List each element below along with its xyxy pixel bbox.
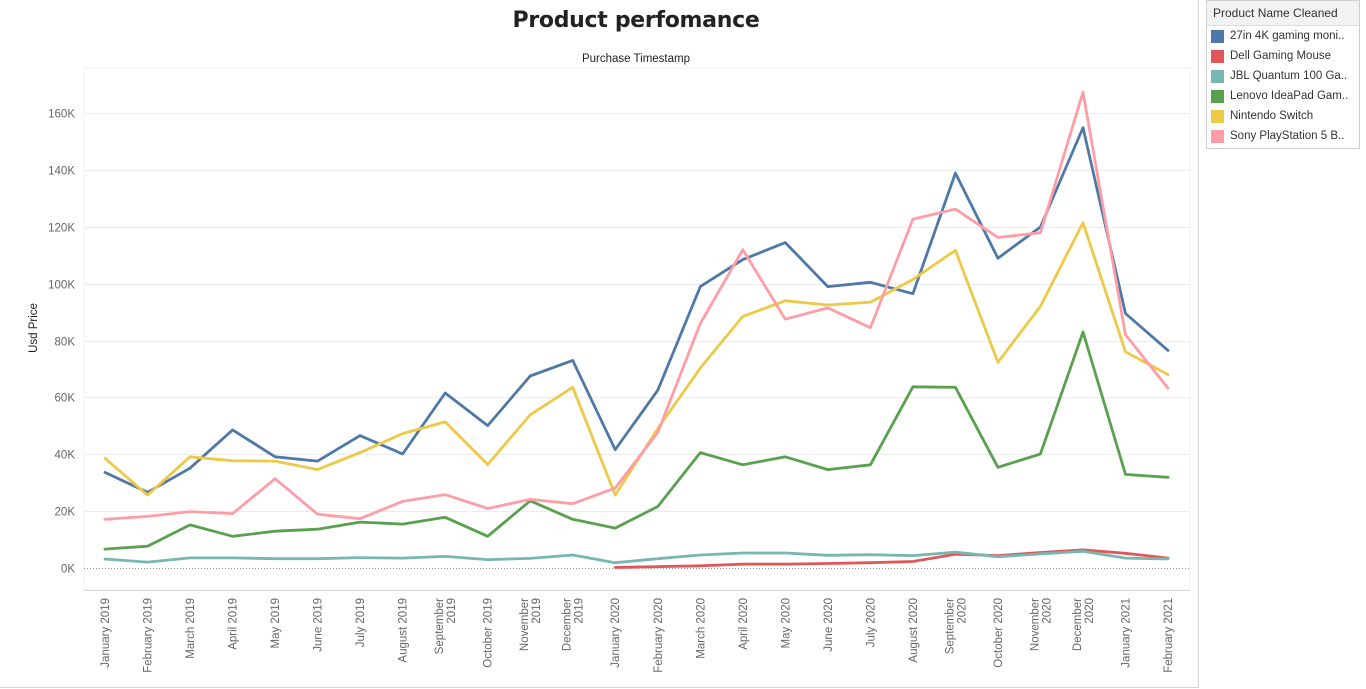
series-line bbox=[103, 330, 1170, 551]
x-tick-text: April 2019 bbox=[228, 598, 240, 650]
x-tick-text: January 2019 bbox=[100, 598, 112, 668]
x-tick-text: January 2021 bbox=[1120, 598, 1132, 668]
x-tick-label: January 2020 bbox=[610, 598, 622, 668]
x-tick-label: October 2020 bbox=[993, 598, 1005, 668]
x-tick-text: 2019 bbox=[531, 598, 543, 624]
x-tick-text: 2019 bbox=[446, 598, 458, 624]
x-tick-text: June 2019 bbox=[313, 598, 325, 652]
x-tick-label: December 2020 bbox=[1072, 598, 1096, 651]
x-tick-text: March 2020 bbox=[695, 598, 707, 659]
legend-item[interactable]: Nintendo Switch bbox=[1207, 106, 1359, 126]
x-tick-label: July 2019 bbox=[355, 598, 367, 647]
legend-item[interactable]: Lenovo IdeaPad Gam.. bbox=[1207, 86, 1359, 106]
series-line bbox=[103, 126, 1170, 494]
x-tick-label: August 2019 bbox=[398, 598, 410, 663]
legend-swatch bbox=[1211, 29, 1224, 43]
x-tick-label: February 2020 bbox=[653, 598, 665, 673]
x-tick-text: 2019 bbox=[574, 598, 586, 624]
plot-area bbox=[83, 67, 1191, 591]
y-tick-label: 0K bbox=[61, 564, 75, 576]
x-axis-label: Purchase Timestamp bbox=[582, 53, 690, 65]
x-tick-text: April 2020 bbox=[738, 598, 750, 650]
x-tick-label: December 2019 bbox=[562, 598, 586, 651]
x-tick-label: June 2020 bbox=[823, 598, 835, 652]
legend-swatch bbox=[1211, 129, 1224, 143]
x-tick-text: 2020 bbox=[1041, 598, 1053, 624]
x-tick-text: November bbox=[519, 598, 531, 651]
legend-label: Dell Gaming Mouse bbox=[1230, 50, 1331, 62]
chart-title: Product perfomance bbox=[512, 8, 760, 33]
x-tick-label: January 2021 bbox=[1120, 598, 1132, 668]
x-tick-text: May 2019 bbox=[270, 598, 282, 649]
x-tick-text: July 2019 bbox=[355, 598, 367, 647]
legend-label: Sony PlayStation 5 B.. bbox=[1230, 130, 1345, 142]
x-tick-label: October 2019 bbox=[483, 598, 495, 668]
x-tick-text: February 2019 bbox=[143, 598, 155, 673]
legend-label: Lenovo IdeaPad Gam.. bbox=[1230, 90, 1349, 102]
x-tick-label: February 2021 bbox=[1163, 598, 1175, 673]
legend-label: Nintendo Switch bbox=[1230, 110, 1314, 122]
x-tick-text: May 2020 bbox=[780, 598, 792, 649]
legend-swatch bbox=[1211, 49, 1224, 63]
legend-label: 27in 4K gaming moni.. bbox=[1230, 30, 1345, 42]
x-tick-label: April 2019 bbox=[228, 598, 240, 650]
legend: Product Name Cleaned 27in 4K gaming moni… bbox=[1206, 0, 1360, 149]
legend-label: JBL Quantum 100 Ga.. bbox=[1230, 70, 1348, 82]
x-tick-text: February 2021 bbox=[1163, 598, 1175, 673]
x-tick-label: November 2020 bbox=[1029, 598, 1053, 651]
y-tick-label: 160K bbox=[48, 109, 75, 121]
x-tick-label: May 2020 bbox=[780, 598, 792, 649]
y-tick-label: 60K bbox=[55, 393, 76, 405]
x-tick-text: February 2020 bbox=[653, 598, 665, 673]
x-tick-label: September 2019 bbox=[434, 598, 458, 654]
y-axis-label: Usd Price bbox=[28, 303, 40, 353]
x-tick-text: September bbox=[434, 598, 446, 654]
legend-title: Product Name Cleaned bbox=[1207, 1, 1359, 26]
legend-swatch bbox=[1211, 89, 1224, 103]
legend-item[interactable]: JBL Quantum 100 Ga.. bbox=[1207, 66, 1359, 86]
x-tick-text: March 2019 bbox=[185, 598, 197, 659]
x-tick-text: January 2020 bbox=[610, 598, 622, 668]
x-tick-text: September bbox=[944, 598, 956, 654]
x-tick-text: July 2020 bbox=[865, 598, 877, 647]
y-tick-label: 100K bbox=[48, 280, 75, 292]
x-tick-text: June 2020 bbox=[823, 598, 835, 652]
viz-frame bbox=[0, 0, 1199, 688]
x-tick-text: October 2020 bbox=[993, 598, 1005, 668]
x-tick-text: October 2019 bbox=[483, 598, 495, 668]
x-tick-label: January 2019 bbox=[100, 598, 112, 668]
legend-item[interactable]: 27in 4K gaming moni.. bbox=[1207, 26, 1359, 46]
legend-item[interactable]: Dell Gaming Mouse bbox=[1207, 46, 1359, 66]
legend-swatch bbox=[1211, 109, 1224, 123]
x-tick-label: September 2020 bbox=[944, 598, 968, 654]
y-tick-label: 40K bbox=[55, 450, 76, 462]
legend-swatch bbox=[1211, 69, 1224, 83]
x-tick-label: July 2020 bbox=[865, 598, 877, 647]
x-tick-text: December bbox=[562, 598, 574, 651]
x-tick-text: December bbox=[1072, 598, 1084, 651]
x-tick-label: April 2020 bbox=[738, 598, 750, 650]
x-tick-label: February 2019 bbox=[143, 598, 155, 673]
x-tick-label: May 2019 bbox=[270, 598, 282, 649]
y-tick-label: 80K bbox=[55, 337, 76, 349]
x-tick-label: August 2020 bbox=[908, 598, 920, 663]
line-chart[interactable]: 0K 20K 40K 60K 80K 100K 120K 140K 160K Usd Price P… bbox=[0, 0, 1199, 689]
x-tick-text: August 2019 bbox=[398, 598, 410, 663]
y-tick-label: 20K bbox=[55, 507, 76, 519]
x-tick-text: November bbox=[1029, 598, 1041, 651]
x-tick-label: March 2020 bbox=[695, 598, 707, 659]
series-line bbox=[103, 90, 1170, 521]
x-tick-text: 2020 bbox=[1084, 598, 1096, 624]
x-tick-text: August 2020 bbox=[908, 598, 920, 663]
x-tick-label: November 2019 bbox=[519, 598, 543, 651]
series-line bbox=[103, 549, 1170, 565]
x-tick-label: June 2019 bbox=[313, 598, 325, 652]
y-tick-label: 120K bbox=[48, 223, 75, 235]
x-tick-label: March 2019 bbox=[185, 598, 197, 659]
x-tick-text: 2020 bbox=[956, 598, 968, 624]
legend-item[interactable]: Sony PlayStation 5 B.. bbox=[1207, 126, 1359, 146]
y-tick-label: 140K bbox=[48, 166, 75, 178]
